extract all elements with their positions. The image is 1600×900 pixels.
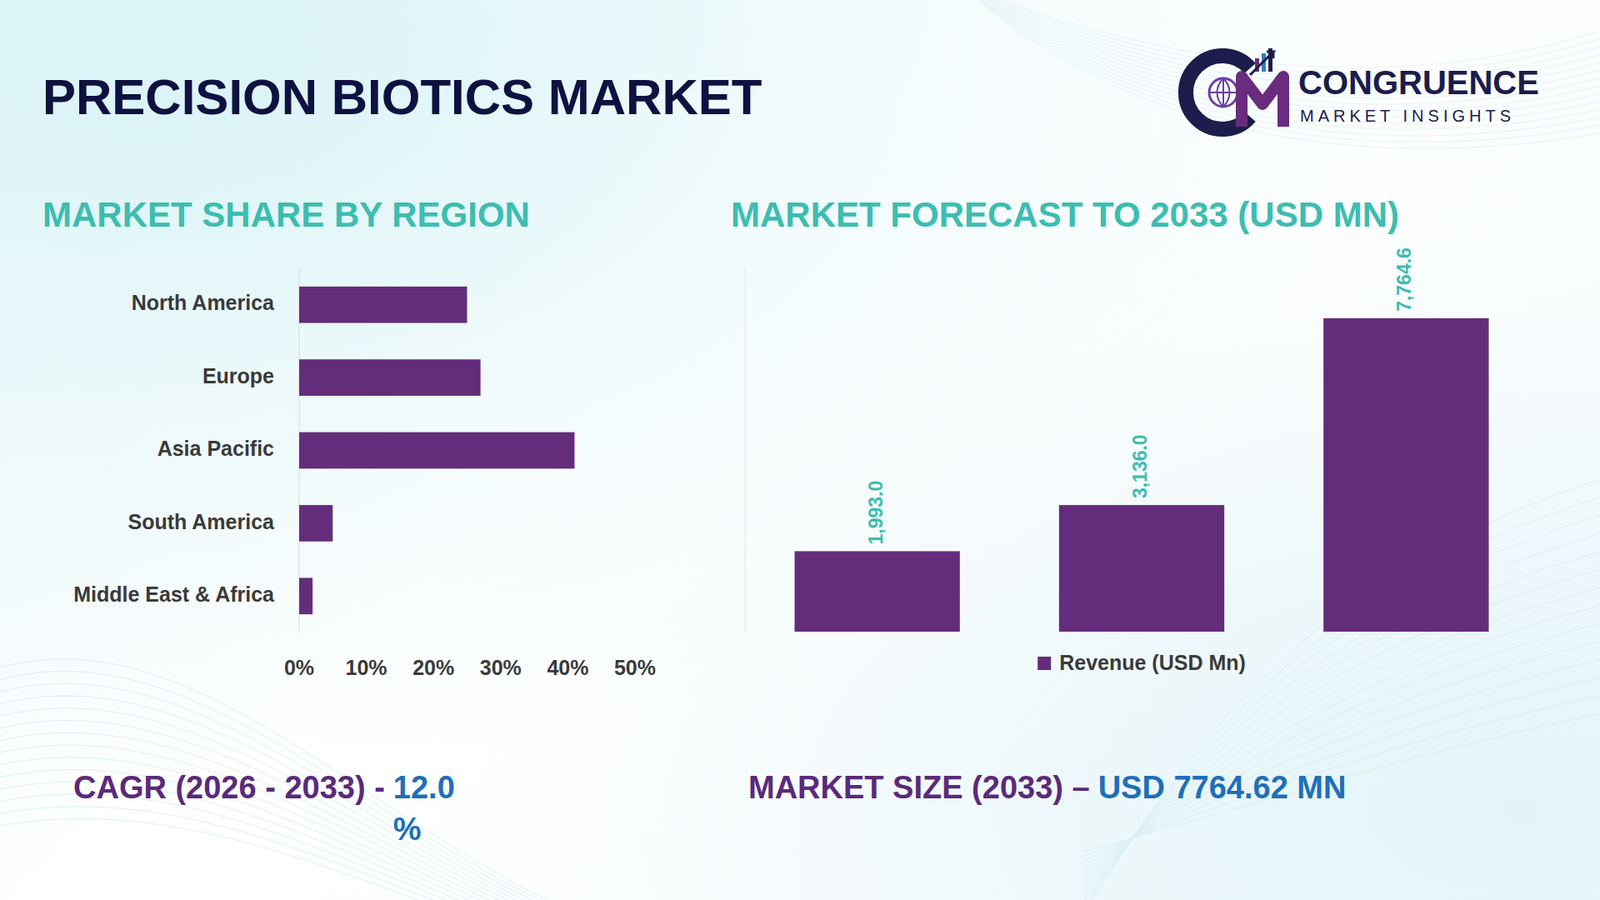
wave: [0, 671, 584, 900]
kpi-label: CAGR (2026 - 2033) -: [73, 766, 385, 809]
brand: CONGRUENCE: [1298, 64, 1540, 101]
wave: [0, 683, 584, 900]
wave: [0, 659, 584, 900]
bar: [795, 550, 960, 632]
decoration: [0, 0, 1600, 900]
wave: [958, 0, 1600, 130]
wave: [1083, 705, 1600, 852]
tick: [500, 632, 501, 634]
brand-tagline: MARKET INSIGHTS: [1300, 106, 1515, 125]
axis-range: [299, 632, 635, 634]
canvas: PRECISION BIOTICS MARKET CONGRUENCE MARKET…: [0, 0, 1600, 900]
wave: [0, 806, 584, 900]
logo-globe-lines: [1209, 78, 1238, 107]
wave: [1083, 595, 1600, 882]
tick-label: 20%: [412, 655, 455, 680]
wave: [0, 818, 584, 900]
tick-label: 50%: [614, 655, 656, 680]
category-label: Europe: [202, 364, 275, 388]
tick-label: 10%: [345, 655, 388, 680]
tick: [299, 632, 300, 634]
wave: [958, 0, 1600, 136]
data-label: 3,136.0: [1129, 434, 1151, 499]
tick: [433, 632, 435, 634]
tick: [635, 632, 636, 634]
logo-m: [1241, 76, 1284, 127]
category-label: Asia Pacific: [157, 436, 275, 460]
data-label: 1,993.0: [865, 480, 887, 545]
data-labels: 1,993.0 3,136.0 7,764.6: [865, 247, 1416, 545]
wave: [958, 0, 1600, 143]
bar: [299, 359, 481, 396]
kpi-label: MARKET SIZE (2033) –: [748, 766, 1090, 809]
tick-label: 40%: [546, 655, 589, 680]
bar: [299, 432, 575, 470]
legend-label: Revenue (USD Mn): [1059, 650, 1246, 675]
wave: [1083, 650, 1600, 867]
wave: [1083, 668, 1600, 862]
logo-arrow: [1250, 51, 1274, 75]
bar: [1059, 505, 1225, 632]
tick: [567, 632, 569, 634]
logo-globe: [1209, 78, 1238, 107]
wave: [0, 708, 584, 900]
kpi-value: 12.0 %: [393, 766, 485, 850]
category-label: North America: [131, 290, 275, 315]
wave: [1083, 686, 1600, 857]
bar: [299, 505, 333, 542]
category-label: Middle East & Africa: [73, 582, 275, 606]
wave: [0, 757, 584, 900]
wave: [0, 745, 584, 900]
axis-line: [745, 268, 746, 632]
tick: [365, 632, 367, 634]
bars: [795, 318, 1490, 632]
wave: [0, 695, 584, 900]
legend: Revenue (USD Mn): [1037, 650, 1246, 675]
wave: [958, 0, 1600, 74]
page: PRECISION BIOTICS MARKET CONGRUENCE MARKET…: [0, 0, 1600, 900]
bar: [299, 577, 313, 615]
logo-icon: [1185, 48, 1284, 130]
bars: [299, 286, 575, 615]
bar: [299, 286, 468, 324]
panel-title: MARKET FORECAST TO 2033 (USD MN): [730, 195, 1400, 235]
category-label: South America: [127, 510, 275, 534]
kpi-value: USD 7764.62 MN: [1098, 766, 1347, 809]
data-label: 7,764.6: [1393, 247, 1415, 312]
wave: [958, 0, 1600, 68]
wave: [0, 720, 584, 900]
kpi-cagr: CAGR (2026 - 2033) -12.0 %: [73, 766, 485, 850]
panel-title: MARKET SHARE BY REGION: [42, 195, 530, 235]
bar: [1323, 318, 1489, 632]
legend-swatch: [1037, 656, 1051, 670]
wave: [958, 0, 1600, 149]
tick-label: 30%: [480, 655, 522, 680]
tick-label: 0%: [284, 655, 315, 680]
kpi-market-size: MARKET SIZE (2033) –USD 7764.62 MN: [748, 766, 1346, 809]
page-title: PRECISION BIOTICS MARKET: [42, 69, 762, 125]
